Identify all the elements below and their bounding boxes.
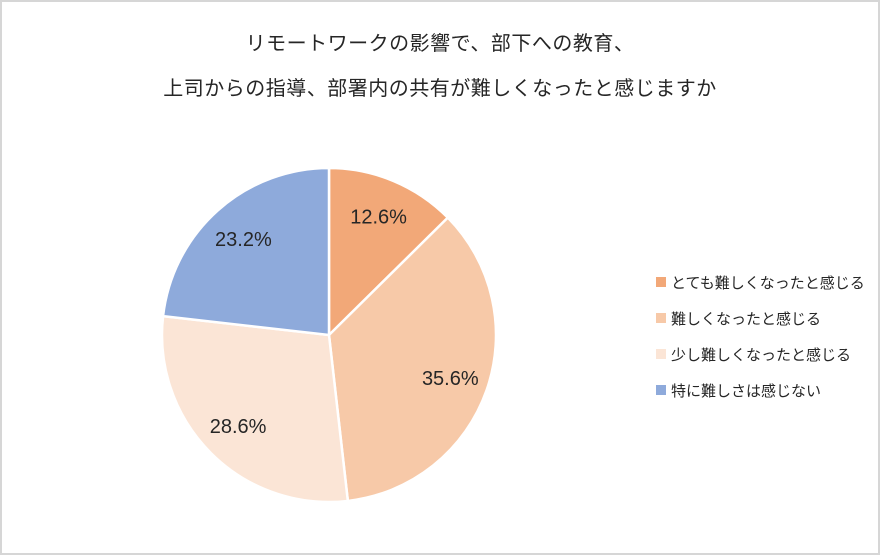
pie-data-label-2: 35.6% (422, 368, 479, 390)
legend-item-3: 少し難しくなったと感じる (656, 336, 865, 372)
chart-title-line-1: リモートワークの影響で、部下への教育、 (245, 33, 635, 55)
pie-slice-2 (327, 216, 498, 503)
legend-swatch-icon (656, 385, 666, 395)
pie-slice-3 (160, 314, 350, 504)
pie-slice-1 (327, 166, 450, 337)
pie-data-label-4: 23.2% (215, 229, 272, 251)
legend: とても難しくなったと感じる 難しくなったと感じる 少し難しくなったと感じる 特に… (656, 264, 865, 408)
legend-item-4: 特に難しさは感じない (656, 372, 865, 408)
chart-title: リモートワークの影響で、部下への教育、 上司からの指導、部署内の共有が難しくなっ… (2, 22, 878, 112)
pie-data-label-1: 12.6% (350, 206, 407, 228)
legend-item-2: 難しくなったと感じる (656, 300, 865, 336)
legend-swatch-icon (656, 277, 666, 287)
legend-swatch-icon (656, 349, 666, 359)
pie-slice-4 (161, 166, 331, 337)
pie-data-label-3: 28.6% (210, 416, 267, 438)
legend-label: 少し難しくなったと感じる (671, 346, 852, 364)
pie-svg: 12.6% 35.6% 28.6% 23.2% (160, 166, 498, 504)
chart-title-line-2: 上司からの指導、部署内の共有が難しくなったと感じますか (163, 78, 717, 100)
legend-item-1: とても難しくなったと感じる (656, 264, 865, 300)
pie-chart: 12.6% 35.6% 28.6% 23.2% (159, 165, 499, 505)
legend-swatch-icon (656, 313, 666, 323)
legend-label: 難しくなったと感じる (671, 310, 822, 328)
legend-label: とても難しくなったと感じる (671, 274, 865, 292)
legend-label: 特に難しさは感じない (671, 382, 822, 400)
